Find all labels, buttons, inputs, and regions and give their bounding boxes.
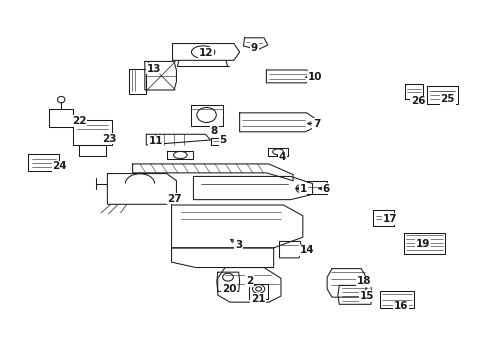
Text: 1: 1: [300, 184, 307, 194]
Text: 19: 19: [415, 239, 430, 249]
Text: 4: 4: [278, 153, 285, 162]
Text: 24: 24: [52, 161, 67, 171]
Text: 5: 5: [219, 135, 226, 145]
Text: 3: 3: [235, 240, 242, 250]
Text: 2: 2: [245, 276, 252, 286]
Text: 14: 14: [299, 246, 313, 255]
Text: 13: 13: [147, 64, 162, 73]
Text: 7: 7: [312, 118, 320, 129]
Text: 25: 25: [440, 94, 454, 104]
Text: 18: 18: [356, 276, 370, 287]
Text: 20: 20: [221, 284, 236, 294]
Text: 17: 17: [382, 214, 397, 224]
Text: 16: 16: [393, 301, 407, 311]
Text: 15: 15: [359, 291, 373, 301]
Text: 27: 27: [166, 194, 181, 203]
Text: 8: 8: [210, 126, 218, 136]
Text: 26: 26: [410, 96, 425, 107]
Text: 11: 11: [148, 136, 163, 147]
Text: 21: 21: [250, 294, 265, 304]
Text: 23: 23: [102, 134, 116, 144]
Text: 10: 10: [307, 72, 322, 82]
Text: 6: 6: [322, 184, 329, 194]
Text: 9: 9: [250, 43, 257, 53]
Text: 12: 12: [198, 48, 212, 58]
Text: 22: 22: [72, 116, 86, 126]
